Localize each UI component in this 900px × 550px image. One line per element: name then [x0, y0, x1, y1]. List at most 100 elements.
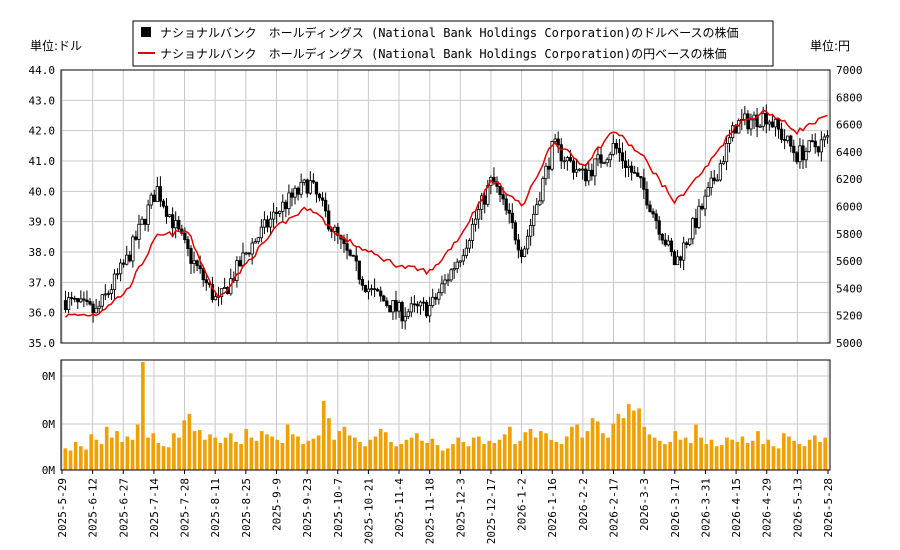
y-right-tick-label: 5800 [836, 228, 863, 241]
candle-body [449, 269, 453, 281]
candlestick [204, 274, 208, 291]
volume-bar [616, 413, 621, 470]
candle-body [152, 194, 156, 203]
candle-body [804, 150, 808, 161]
candlestick [620, 142, 625, 169]
candlestick [100, 294, 104, 311]
volume-bar [807, 439, 812, 470]
candle-body [587, 169, 591, 182]
volume-bar [218, 443, 223, 470]
candle-body [308, 180, 312, 194]
candlestick [669, 238, 674, 257]
volume-bar [735, 441, 740, 470]
candle-body [204, 279, 208, 284]
x-tick-label: 2026-2-2 [577, 478, 590, 531]
candle-body [761, 112, 765, 127]
volume-bar [234, 441, 238, 470]
candlestick [385, 297, 389, 308]
candlestick [522, 245, 527, 258]
candle-body [697, 205, 701, 228]
candlestick [296, 186, 300, 201]
candle-body [764, 112, 768, 125]
candlestick [480, 192, 484, 220]
candle-body [161, 200, 166, 207]
candle-body [529, 225, 533, 237]
candlestick [201, 266, 205, 287]
candlestick [795, 150, 799, 165]
volume-bar [595, 421, 600, 470]
candlestick [94, 298, 98, 314]
x-tick-label: 2025-10-21 [362, 478, 375, 544]
volume-bar [192, 431, 197, 470]
candle-body [470, 223, 475, 241]
candlestick [446, 273, 450, 287]
candlestick [816, 145, 820, 157]
volume-bar [683, 437, 688, 470]
candlestick [241, 242, 245, 268]
candle-body [553, 138, 557, 142]
candle-body [507, 209, 511, 214]
x-tick-label: 2025-9-9 [270, 478, 283, 531]
candle-body [672, 251, 677, 266]
candle-body [654, 213, 658, 222]
candlestick [271, 202, 276, 229]
candlestick [507, 203, 511, 224]
volume-bar [172, 433, 176, 470]
volume-bar [249, 437, 254, 470]
candle-body [467, 240, 472, 249]
y-left-tick-label: 43.0 [29, 94, 56, 107]
candle-body [718, 163, 723, 181]
candle-body [498, 185, 502, 196]
candle-body [440, 283, 444, 294]
candle-body [223, 287, 227, 290]
candle-body [786, 135, 790, 141]
volume-bar [776, 448, 781, 470]
candlestick [88, 298, 92, 306]
candle-body [268, 218, 273, 228]
y-left-tick-label: 36.0 [29, 307, 56, 320]
volume-bar [394, 446, 398, 470]
candlestick [758, 124, 762, 128]
candlestick [639, 175, 643, 189]
volume-bar [714, 446, 719, 470]
candle-body [183, 232, 187, 240]
candle-body [103, 293, 107, 296]
volume-bar [461, 441, 466, 470]
price-gridlines [61, 69, 830, 344]
candle-body [590, 169, 594, 177]
candle-body [556, 138, 560, 146]
volume-bar [373, 436, 378, 470]
volume-bar [104, 426, 109, 470]
candle-body [688, 238, 692, 245]
volume-bar [156, 443, 161, 470]
candle-body [88, 301, 92, 305]
candle-body [76, 298, 80, 303]
x-tick-label: 2025-7-28 [179, 478, 192, 538]
x-tick-label: 2026-2-17 [608, 478, 621, 538]
candlestick [115, 268, 120, 280]
volume-bar [352, 437, 357, 470]
volume-bar [213, 437, 218, 470]
candlestick [149, 192, 153, 209]
candlestick [131, 234, 135, 268]
volume-bar [296, 436, 300, 470]
candle-body [770, 121, 775, 128]
candle-body [354, 255, 358, 262]
candlestick [308, 171, 312, 196]
candle-body [510, 212, 514, 224]
candlestick [709, 170, 713, 196]
candlestick [66, 291, 71, 314]
candlestick [406, 308, 410, 320]
candle-body [256, 237, 260, 243]
candlestick [170, 207, 175, 238]
candlestick [513, 220, 517, 245]
candle-body [721, 161, 726, 165]
candle-body [170, 214, 175, 229]
candlestick [146, 199, 150, 232]
candlestick [152, 189, 156, 203]
candle-body [434, 296, 438, 300]
candle-body [461, 255, 465, 262]
volume-bar [570, 426, 574, 470]
volume-bar [275, 439, 280, 470]
candlestick [682, 236, 686, 271]
